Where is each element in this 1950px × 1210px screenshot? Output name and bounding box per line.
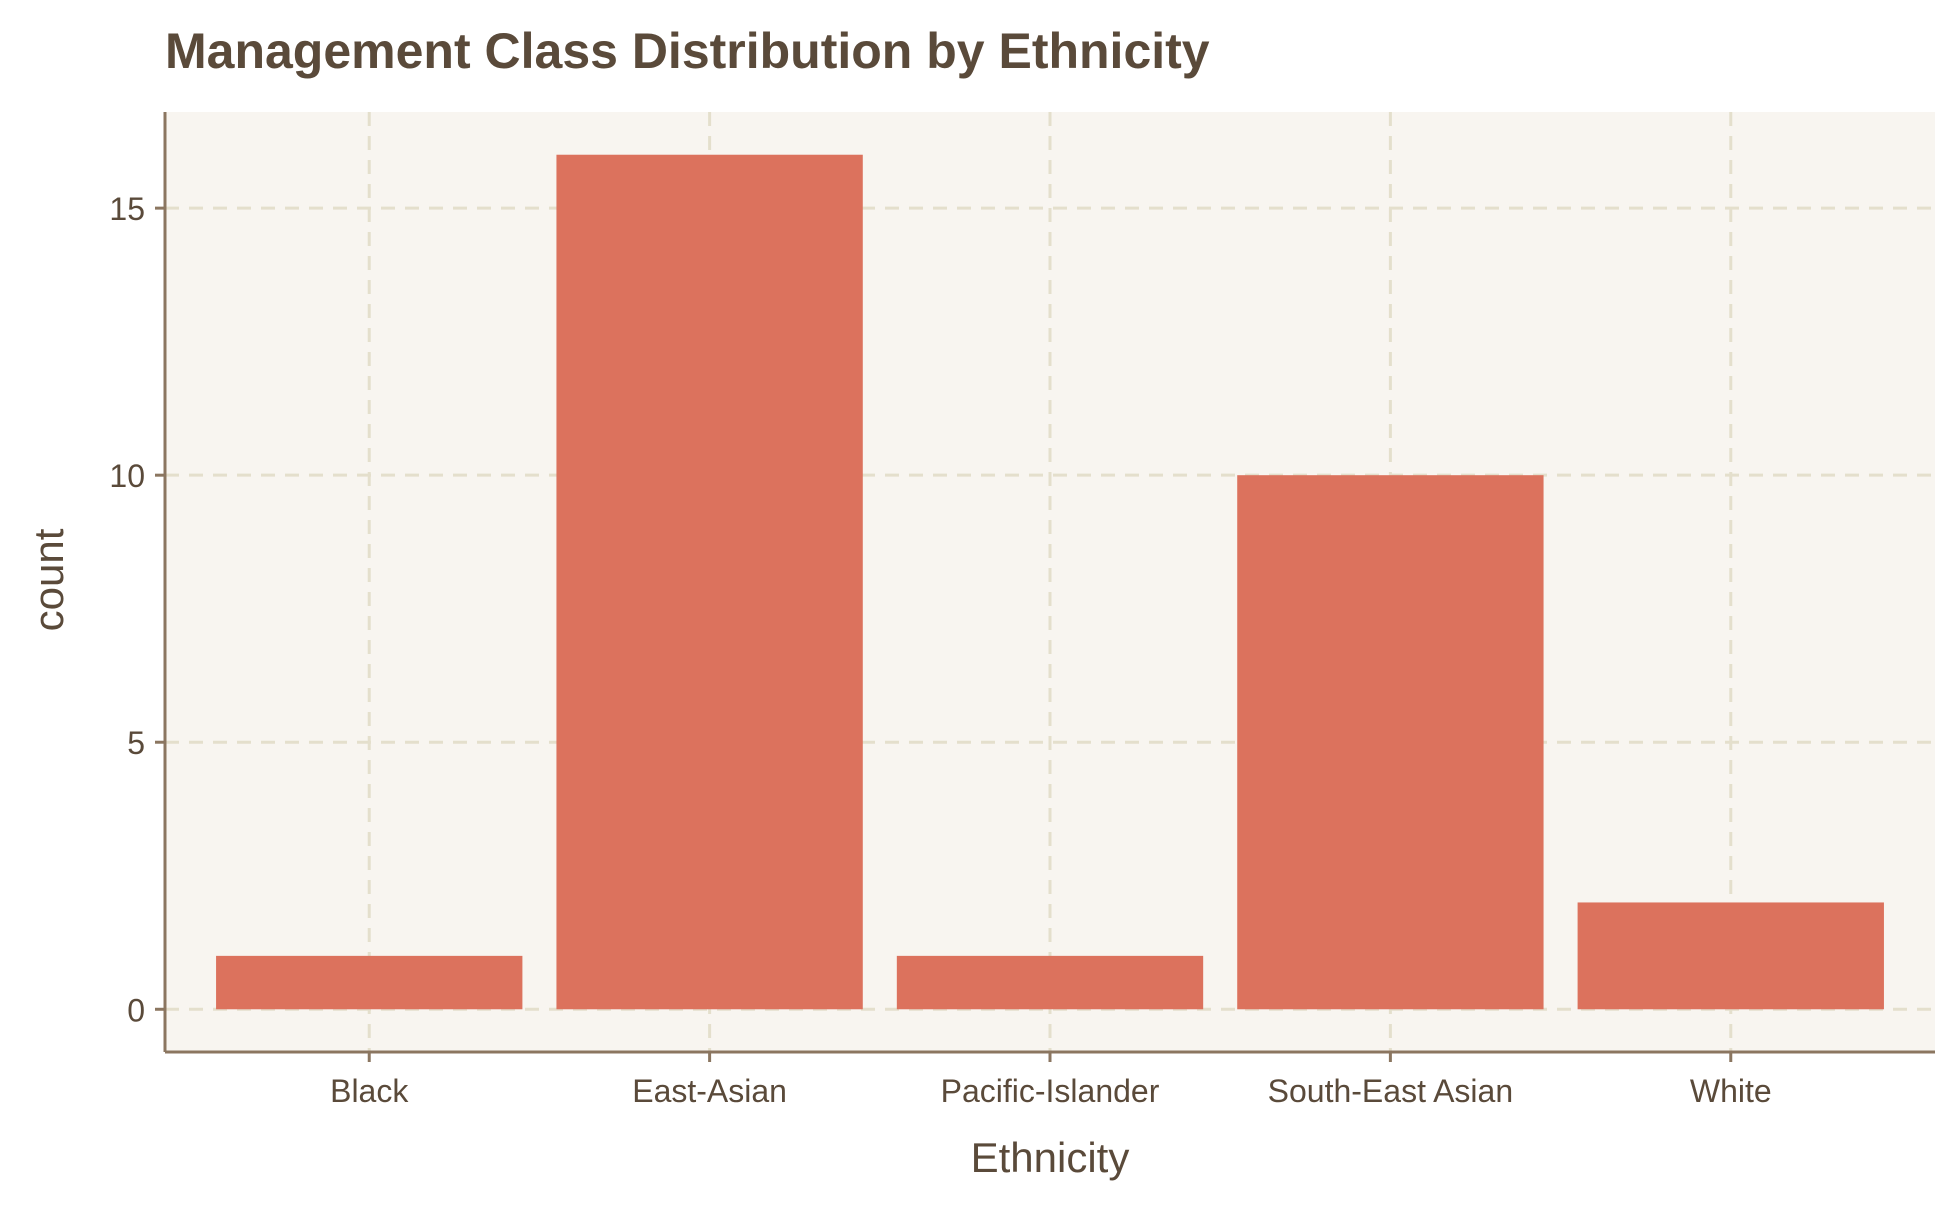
y-tick-label: 15 — [109, 191, 145, 227]
bar-pacific-islander — [896, 955, 1204, 1010]
x-tick-label: East-Asian — [632, 1073, 787, 1109]
bar-south-east-asian — [1237, 475, 1544, 1010]
y-axis-ticks: 0 5 10 15 — [109, 191, 165, 1028]
x-tick-label: South-East Asian — [1268, 1073, 1513, 1109]
x-tick-label: Pacific-Islander — [941, 1073, 1160, 1109]
bar-white — [1577, 902, 1884, 1010]
y-tick-label: 10 — [109, 458, 145, 494]
y-tick-label: 0 — [127, 992, 145, 1028]
x-axis-title: Ethnicity — [971, 1134, 1130, 1181]
y-tick-label: 5 — [127, 725, 145, 761]
bars — [216, 154, 1884, 1010]
x-axis-ticks: Black East-Asian Pacific-Islander South-Eas… — [330, 1052, 1772, 1109]
x-tick-label: White — [1690, 1073, 1772, 1109]
x-tick-label: Black — [330, 1073, 409, 1109]
chart-title: Management Class Distribution by Ethnici… — [165, 23, 1210, 79]
bar-black — [216, 955, 523, 1010]
y-axis-title: count — [25, 528, 72, 631]
bar-east-asian — [556, 154, 863, 1010]
